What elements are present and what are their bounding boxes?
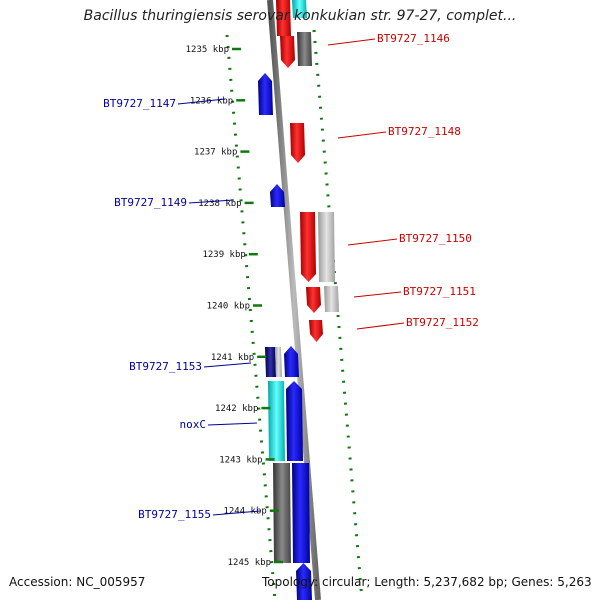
tick-label: 1245 kbp bbox=[228, 558, 271, 568]
tick-label: 1239 kbp bbox=[202, 250, 245, 260]
cds-reverse bbox=[286, 381, 303, 461]
gene-leader-line bbox=[337, 131, 387, 139]
gene-leader-line bbox=[207, 422, 258, 426]
cds-forward bbox=[276, 0, 291, 36]
gene-label[interactable]: BT9727_1146 bbox=[377, 32, 450, 45]
cds-reverse bbox=[258, 73, 273, 115]
tick-label: 1242 kbp bbox=[215, 404, 258, 414]
cds-forward bbox=[290, 123, 305, 163]
backbone bbox=[267, 0, 321, 601]
cds-forward bbox=[309, 320, 323, 342]
map-title: Bacillus thuringiensis serovar konkukian… bbox=[83, 8, 517, 24]
tick-label: 1235 kbp bbox=[186, 45, 229, 55]
cds-reverse bbox=[296, 563, 312, 600]
cds-forward bbox=[306, 287, 321, 313]
gene-label[interactable]: BT9727_1147 bbox=[103, 97, 176, 110]
gene-label[interactable]: noxC bbox=[180, 418, 207, 431]
tick-label: 1238 kbp bbox=[198, 199, 241, 209]
feature-light bbox=[318, 212, 335, 282]
feature-cyan bbox=[292, 0, 307, 18]
gene-leader-line bbox=[177, 98, 226, 105]
gene-label[interactable]: BT9727_1150 bbox=[399, 232, 472, 245]
gene-label[interactable]: BT9727_1155 bbox=[138, 508, 211, 521]
tick-label: 1243 kbp bbox=[219, 455, 262, 465]
gene-leader-line bbox=[203, 362, 252, 368]
gene-leader-line bbox=[188, 199, 235, 204]
tick-label: 1236 kbp bbox=[190, 96, 233, 106]
gene-leader-line bbox=[353, 291, 402, 298]
feature-gray bbox=[297, 32, 312, 66]
feature-light bbox=[324, 286, 339, 312]
gene-leader-line bbox=[356, 322, 405, 330]
gene-leader-line bbox=[327, 38, 376, 46]
tick-label: 1244 kbp bbox=[223, 507, 266, 517]
cds-forward bbox=[280, 36, 295, 68]
gene-label[interactable]: BT9727_1149 bbox=[114, 196, 187, 209]
feature-gray bbox=[273, 463, 291, 563]
tick-label: 1241 kbp bbox=[211, 353, 254, 363]
gene-leader-line bbox=[212, 510, 261, 516]
gene-label[interactable]: BT9727_1148 bbox=[388, 125, 461, 138]
outer-dotted-ring bbox=[312, 29, 364, 601]
cds-reverse bbox=[292, 463, 310, 563]
feature-light bbox=[275, 347, 282, 377]
tick-label: 1240 kbp bbox=[207, 302, 250, 312]
gene-leader-line bbox=[347, 238, 398, 246]
topology-text: Topology: circular; Length: 5,237,682 bp… bbox=[262, 575, 592, 589]
gene-label[interactable]: BT9727_1153 bbox=[129, 360, 202, 373]
cds-forward bbox=[300, 212, 316, 282]
cds-reverse bbox=[284, 346, 299, 377]
feature-navy bbox=[265, 347, 276, 377]
feature-cyan bbox=[268, 381, 285, 461]
cds-reverse bbox=[270, 184, 285, 207]
gene-label[interactable]: BT9727_1152 bbox=[406, 316, 479, 329]
accession-text: Accession: NC_005957 bbox=[9, 575, 146, 589]
gene-label[interactable]: BT9727_1151 bbox=[403, 285, 476, 298]
tick-label: 1237 kbp bbox=[194, 148, 237, 158]
